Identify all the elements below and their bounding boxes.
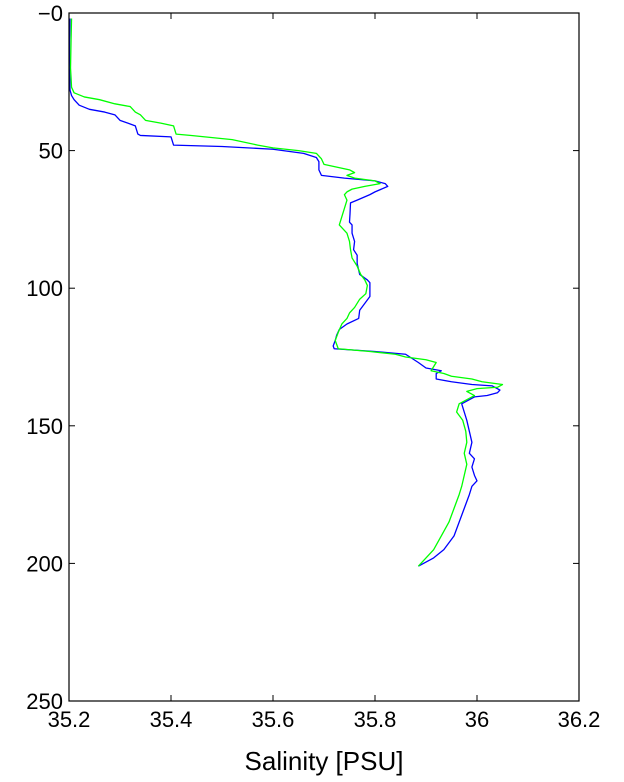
plot-frame (68, 12, 580, 702)
x-tick-label: 36.2 (558, 707, 601, 732)
y-tick-label: 50 (39, 139, 63, 164)
y-tick-label: 200 (26, 551, 63, 576)
x-tick-label: 36 (465, 707, 489, 732)
x-tick-label: 35.8 (354, 707, 397, 732)
y-tick-label: 100 (26, 276, 63, 301)
series-line-1 (68, 18, 501, 567)
axes-layer: 35.2 35.4 35.6 35.8 36 36.2 −0 50 100 150 200 250 (26, 1, 600, 732)
y-tick-label: 250 (26, 689, 63, 714)
x-tick-label: 35.2 (48, 707, 91, 732)
x-axis-label: Salinity [PSU] (245, 746, 404, 776)
series-layer (68, 18, 504, 567)
x-tick-label: 35.4 (150, 707, 193, 732)
y-tick-label: −0 (38, 1, 63, 26)
series-line-2 (69, 18, 504, 567)
x-tick-label: 35.6 (252, 707, 295, 732)
y-tick-label: 150 (26, 414, 63, 439)
